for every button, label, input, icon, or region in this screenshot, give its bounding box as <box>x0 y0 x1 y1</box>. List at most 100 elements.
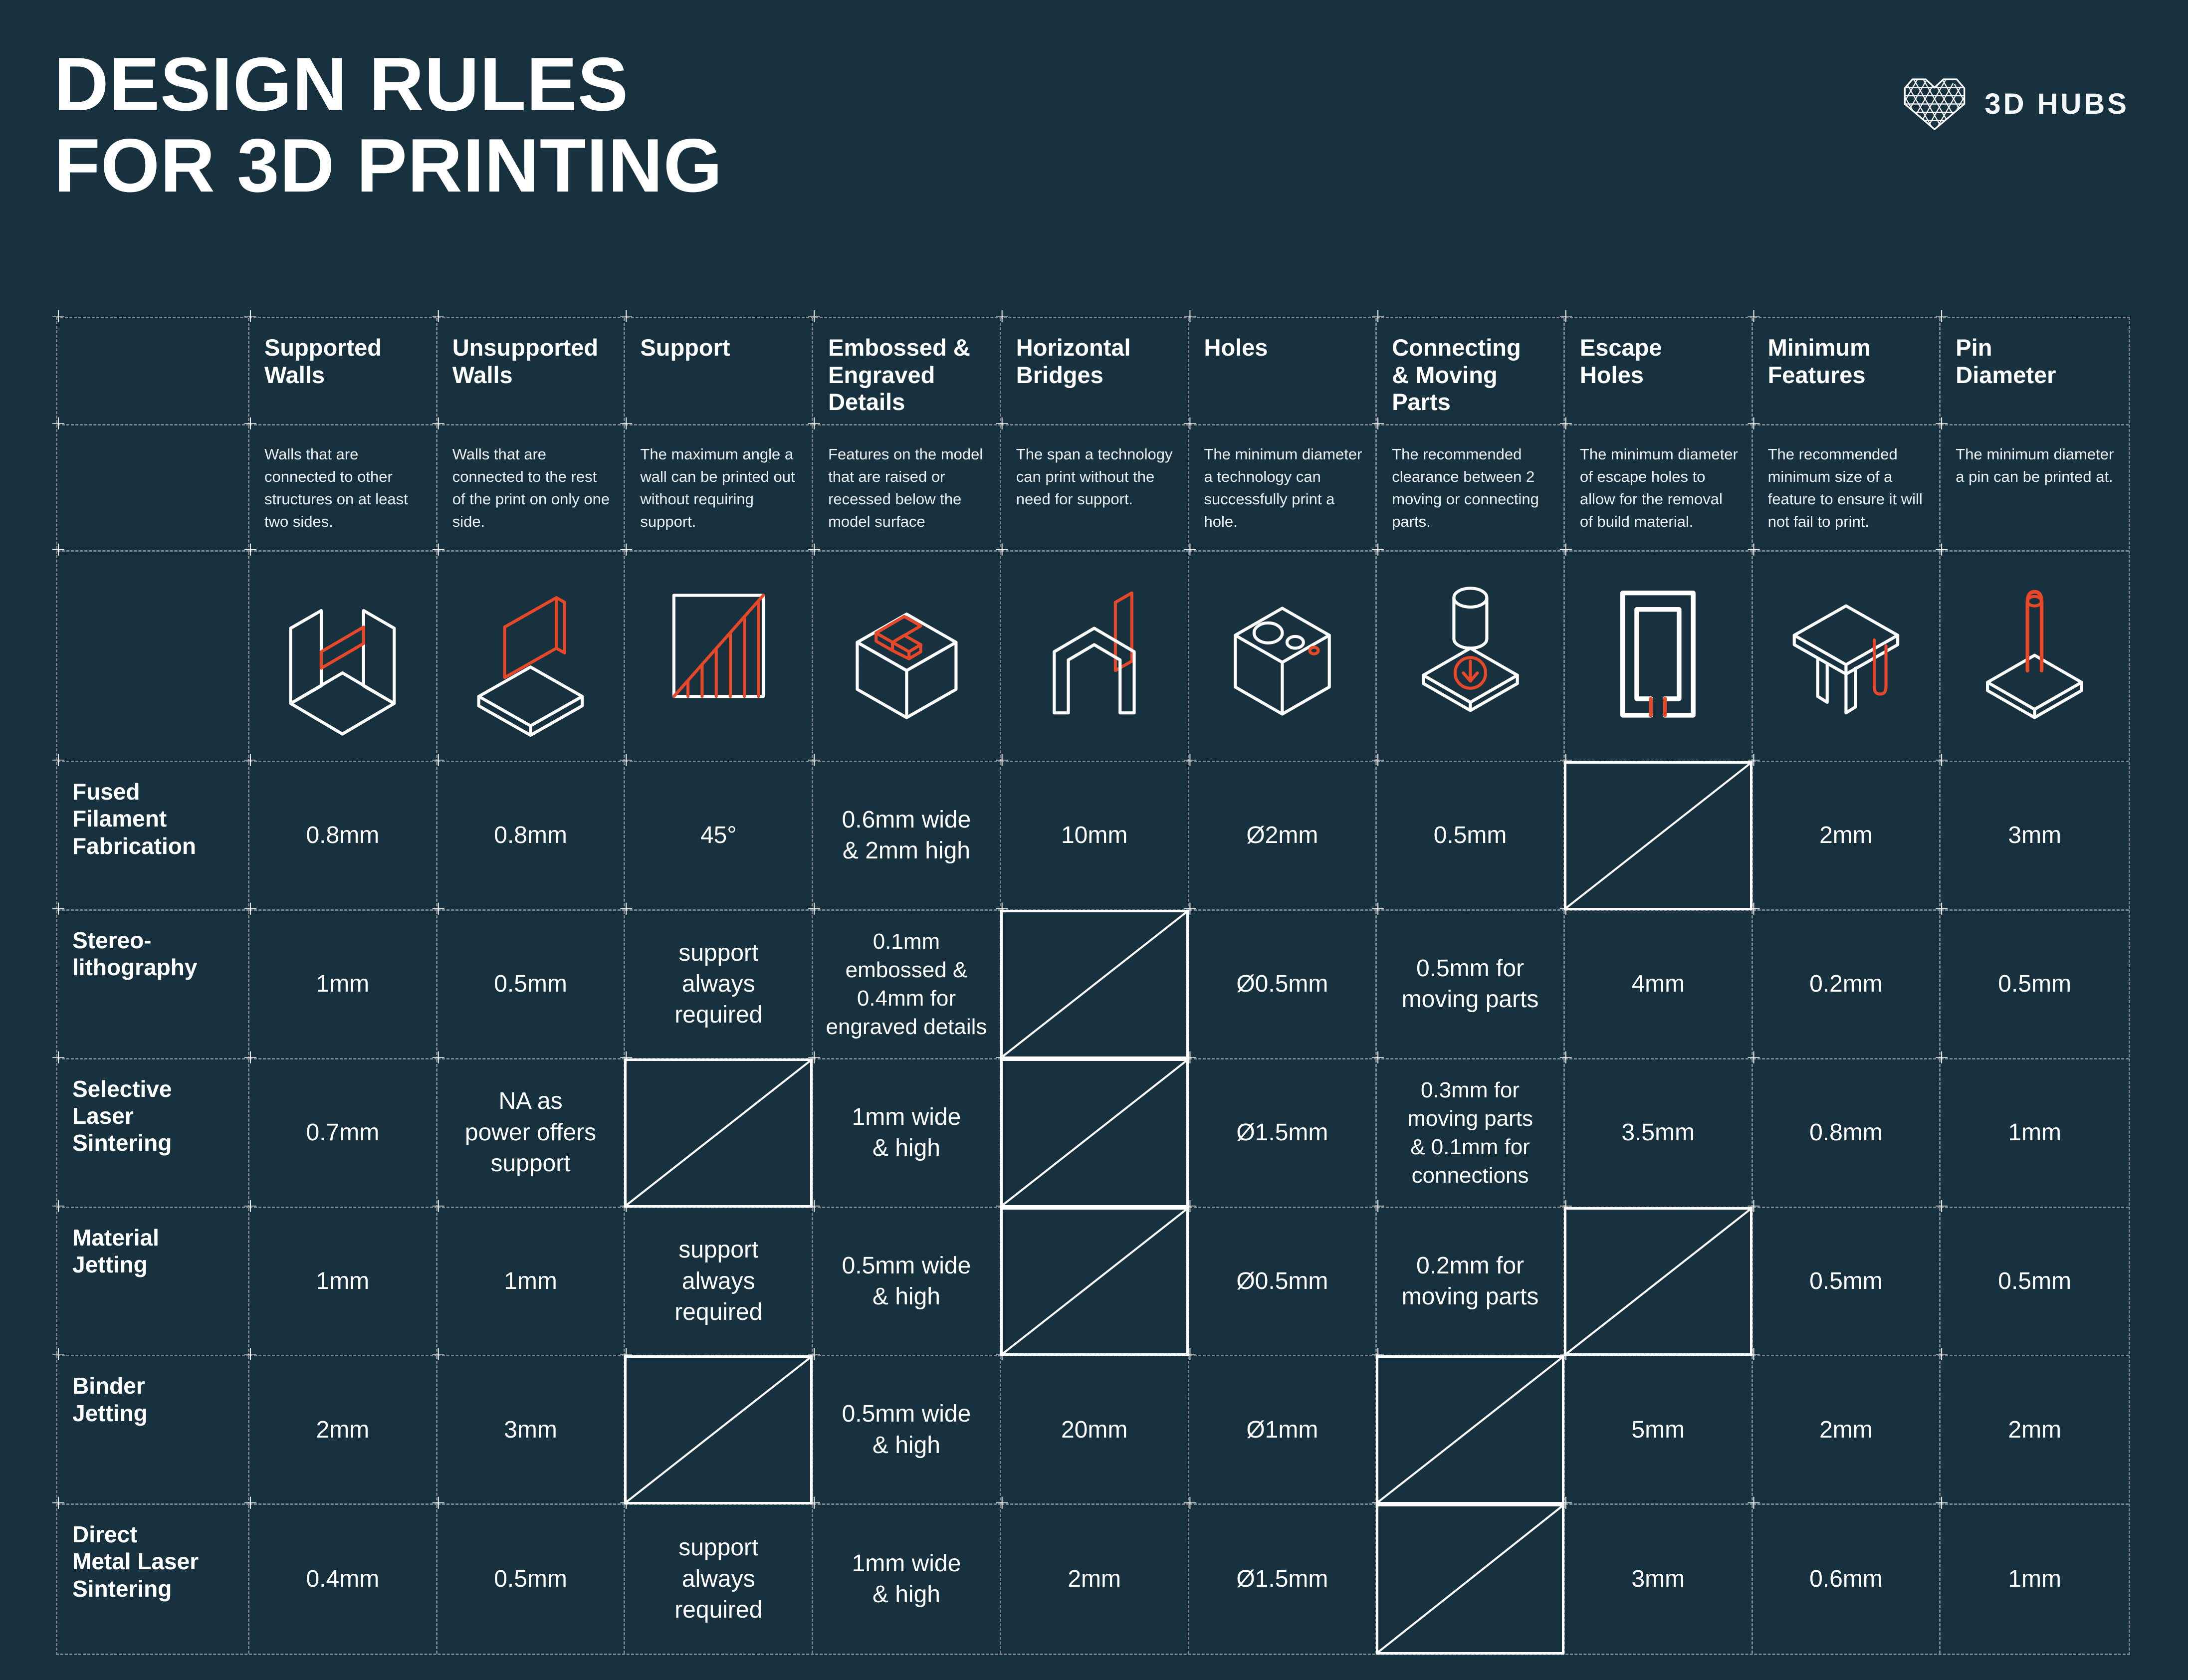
heart-lattice-logo-icon <box>1904 78 1966 131</box>
value-cell: 20mm <box>994 1344 1189 1505</box>
value-cell: 0.5mm <box>1934 1196 2129 1357</box>
icon-cell <box>1934 540 2129 762</box>
value-cell: 1mm wide & high <box>806 1048 1001 1208</box>
na-cell <box>1558 750 1753 911</box>
value-cell: 2mm <box>1746 1344 1941 1505</box>
column-header-minimum-features: Minimum Features <box>1746 306 1941 425</box>
row-label-sla: Stereo- lithography <box>50 899 249 1059</box>
value-cell: 0.5mm <box>431 1493 626 1654</box>
na-diagonal-box <box>1000 1207 1189 1356</box>
value-cell: NA as power offers support <box>431 1048 626 1208</box>
column-header-unsupported-walls: Unsupported Walls <box>431 306 626 425</box>
value-cell: 3mm <box>431 1344 626 1505</box>
column-header-holes: Holes <box>1182 306 1377 425</box>
row-label-fff: Fused Filament Fabrication <box>50 750 249 911</box>
value-cell: 0.5mm <box>1746 1196 1941 1357</box>
column-description: The maximum angle a wall can be printed … <box>618 414 814 552</box>
column-description: Walls that are connected to other struct… <box>242 414 438 552</box>
column-description: Features on the model that are raised or… <box>806 414 1001 552</box>
na-cell <box>1370 1344 1565 1505</box>
na-diagonal-box <box>1000 1058 1189 1208</box>
row-label-binder-jetting: Binder Jetting <box>50 1344 249 1505</box>
na-diagonal-box <box>624 1355 813 1505</box>
value-cell: 4mm <box>1558 899 1753 1059</box>
value-cell: 1mm <box>431 1196 626 1357</box>
value-cell: 2mm <box>1934 1344 2129 1505</box>
icon-cell <box>431 540 626 762</box>
value-cell: 0.5mm <box>1934 899 2129 1059</box>
value-cell: Ø0.5mm <box>1182 899 1377 1059</box>
page-title: DESIGN RULES FOR 3D PRINTING <box>54 42 723 208</box>
brand-logo: 3D HUBS <box>1902 75 2129 133</box>
value-cell: support always required <box>618 1196 814 1357</box>
value-cell: 0.5mm wide & high <box>806 1196 1001 1357</box>
value-cell: 2mm <box>1746 750 1941 911</box>
value-cell: 0.5mm for moving parts <box>1370 899 1565 1059</box>
column-header-horizontal-bridges: Horizontal Bridges <box>994 306 1189 425</box>
icon-cell <box>242 540 438 762</box>
value-cell: 1mm <box>1934 1048 2129 1208</box>
blank-cell <box>50 540 249 762</box>
column-header-supported-walls: Supported Walls <box>242 306 438 425</box>
column-header-connecting-moving-parts: Connecting & Moving Parts <box>1370 306 1565 425</box>
row-label-material-jetting: Material Jetting <box>50 1196 249 1357</box>
row-label-sls: Selective Laser Sintering <box>50 1048 249 1208</box>
na-cell <box>618 1344 814 1505</box>
value-cell: 3mm <box>1934 750 2129 911</box>
icon-cell <box>1370 540 1565 762</box>
na-cell <box>618 1048 814 1208</box>
value-cell: 0.8mm <box>1746 1048 1941 1208</box>
value-cell: 0.2mm <box>1746 899 1941 1059</box>
column-header-pin-diameter: Pin Diameter <box>1934 306 2129 425</box>
value-cell: 2mm <box>242 1344 438 1505</box>
column-description: The minimum diameter a pin can be printe… <box>1934 414 2129 552</box>
na-diagonal-box <box>1563 1207 1752 1356</box>
icon-cell <box>1746 540 1941 762</box>
supported-walls-icon <box>289 609 396 736</box>
value-cell: 0.1mm embossed & 0.4mm for engraved deta… <box>806 899 1001 1059</box>
na-cell <box>994 899 1189 1059</box>
column-description: Walls that are connected to the rest of … <box>431 414 626 552</box>
design-rules-table: Supported Walls Unsupported Walls Suppor… <box>50 306 2130 1655</box>
holes-icon <box>1233 606 1331 716</box>
horizontal-bridge-icon <box>1053 591 1136 714</box>
icon-cell <box>994 540 1189 762</box>
value-cell: 10mm <box>994 750 1189 911</box>
moving-parts-icon <box>1421 586 1519 712</box>
value-cell: 0.6mm <box>1746 1493 1941 1654</box>
column-header-escape-holes: Escape Holes <box>1558 306 1753 425</box>
value-cell: 5mm <box>1558 1344 1753 1505</box>
brand-name: 3D HUBS <box>1984 88 2129 120</box>
value-cell: Ø2mm <box>1182 750 1377 911</box>
value-cell: Ø1mm <box>1182 1344 1377 1505</box>
na-cell <box>994 1196 1189 1357</box>
icon-cell <box>618 540 814 762</box>
na-cell <box>994 1048 1189 1208</box>
column-header-embossed-engraved: Embossed & Engraved Details <box>806 306 1001 425</box>
value-cell: 1mm <box>242 1196 438 1357</box>
value-cell: 2mm <box>994 1493 1189 1654</box>
value-cell: 0.5mm wide & high <box>806 1344 1001 1505</box>
value-cell: 0.3mm for moving parts & 0.1mm for conne… <box>1370 1048 1565 1208</box>
na-cell <box>1370 1493 1565 1655</box>
value-cell: 0.8mm <box>242 750 438 911</box>
corner-cell <box>50 306 249 425</box>
value-cell: 0.7mm <box>242 1048 438 1208</box>
value-cell: Ø1.5mm <box>1182 1493 1377 1654</box>
na-diagonal-box <box>1563 761 1752 910</box>
na-cell <box>1558 1196 1753 1357</box>
pin-diameter-icon <box>1986 590 2083 719</box>
value-cell: 1mm <box>1934 1493 2129 1654</box>
value-cell: Ø0.5mm <box>1182 1196 1377 1357</box>
unsupported-walls-icon <box>477 596 584 737</box>
column-description: The recommended minimum size of a featur… <box>1746 414 1941 552</box>
icon-cell <box>806 540 1001 762</box>
value-cell: 0.5mm <box>431 899 626 1059</box>
value-cell: Ø1.5mm <box>1182 1048 1377 1208</box>
value-cell: 0.6mm wide & 2mm high <box>806 750 1001 911</box>
na-diagonal-box <box>1376 1355 1564 1505</box>
column-description: The minimum diameter a technology can su… <box>1182 414 1377 552</box>
value-cell: 0.2mm for moving parts <box>1370 1196 1565 1357</box>
value-cell: 3mm <box>1558 1493 1753 1654</box>
